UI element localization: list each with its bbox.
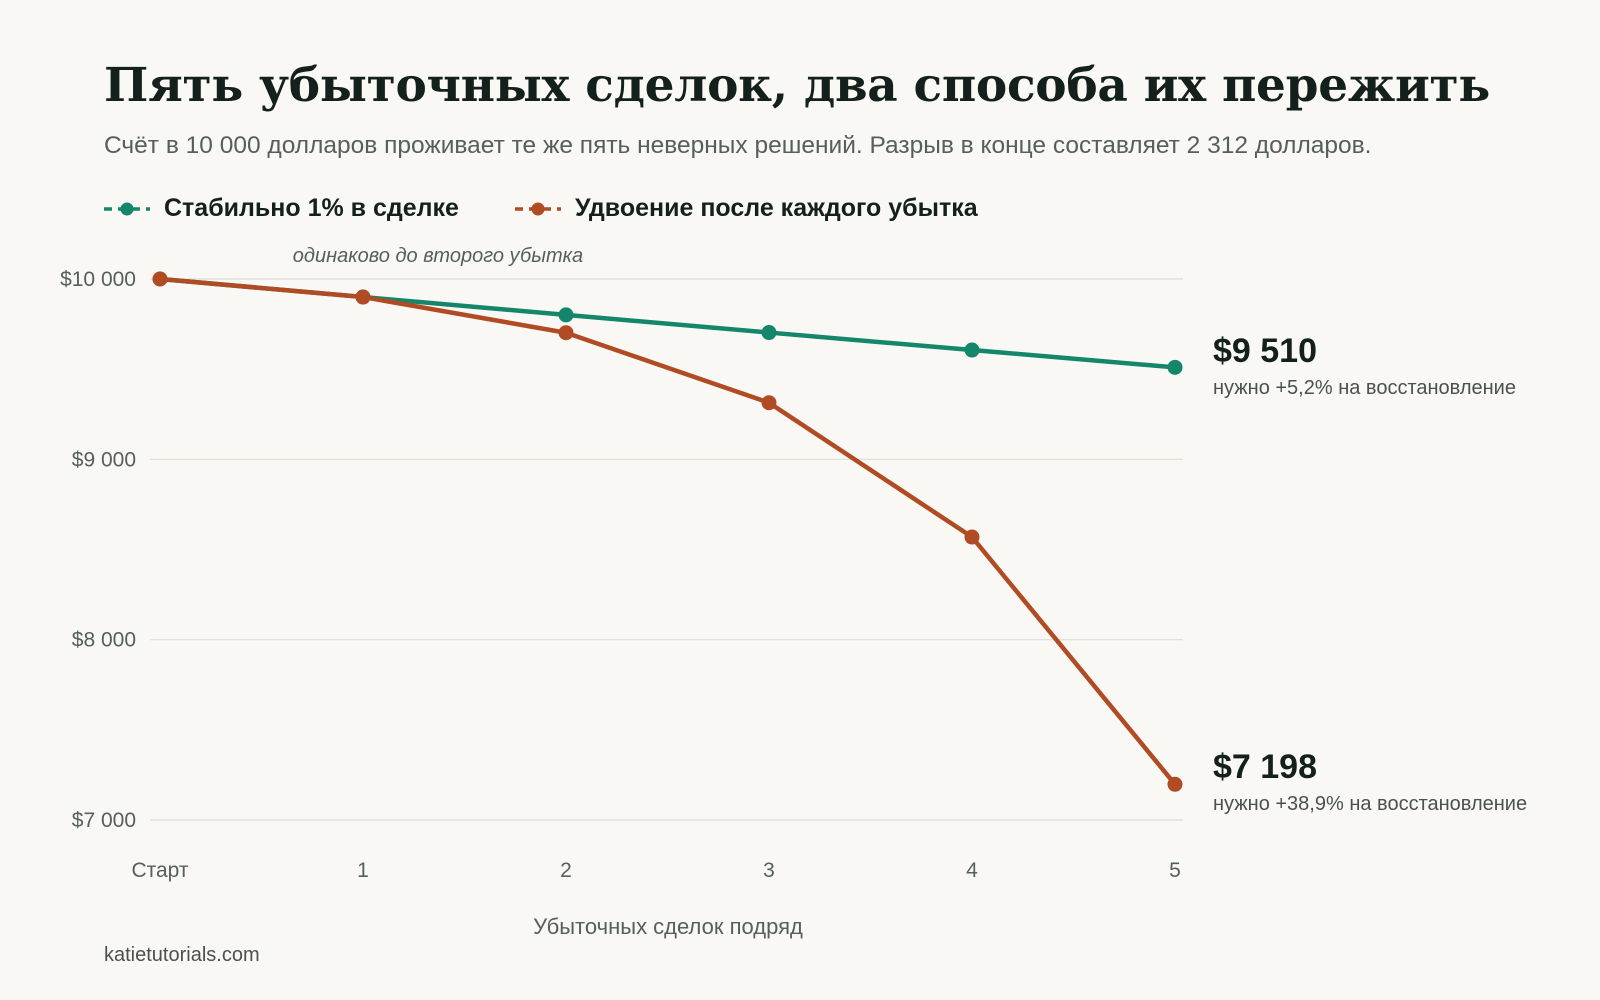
- legend-swatch-doubling: [514, 202, 561, 215]
- x-tick-label: 1: [357, 859, 369, 882]
- data-point: [964, 529, 980, 545]
- chart-title: Пять убыточных сделок, два способа их пе…: [104, 58, 1490, 113]
- data-point: [761, 395, 777, 411]
- y-tick-label: $10 000: [60, 268, 136, 291]
- data-point: [1167, 776, 1183, 792]
- data-point: [1167, 359, 1183, 375]
- series-lines: [152, 271, 1183, 792]
- legend-label-doubling: Удвоение после каждого убытка: [574, 194, 978, 222]
- data-point: [558, 325, 574, 341]
- x-tick-label: 4: [966, 859, 978, 882]
- end-recovery-note: нужно +38,9% на восстановление: [1213, 793, 1527, 815]
- series-line: [157, 276, 1178, 787]
- series-doubling: [152, 271, 1183, 792]
- series-steady: [152, 271, 1183, 375]
- x-tick-label: Старт: [131, 859, 188, 882]
- legend-item-steady: Стабильно 1% в сделке: [104, 194, 459, 223]
- x-axis-ticks: Старт 1 2 3 4 5: [131, 859, 1180, 882]
- y-axis-ticks: $10 000 $9 000 $8 000 $7 000: [60, 268, 136, 832]
- data-point: [152, 271, 168, 287]
- source-credit: katietutorials.com: [104, 944, 260, 966]
- legend-item-doubling: Удвоение после каждого убытка: [514, 194, 978, 223]
- legend: Стабильно 1% в сделке Удвоение после каж…: [104, 194, 978, 223]
- end-labels: $9 510 нужно +5,2% на восстановление $7 19…: [1213, 332, 1527, 815]
- end-value-label: $9 510: [1213, 332, 1317, 370]
- chart-subtitle: Счёт в 10 000 долларов проживает те же п…: [104, 132, 1372, 159]
- x-axis-title: Убыточных сделок подряд: [533, 914, 803, 939]
- grid-lines: [150, 278, 1183, 821]
- end-recovery-note: нужно +5,2% на восстановление: [1213, 377, 1516, 399]
- legend-label-steady: Стабильно 1% в сделке: [164, 194, 459, 222]
- y-tick-label: $9 000: [72, 448, 136, 471]
- end-value-label: $7 198: [1213, 748, 1317, 786]
- data-point: [761, 325, 777, 341]
- data-point: [964, 342, 980, 358]
- data-point: [558, 307, 574, 323]
- y-tick-label: $7 000: [72, 809, 136, 832]
- annotation-same-until-second-loss: одинаково до второго убытка: [293, 245, 583, 267]
- y-tick-label: $8 000: [72, 629, 136, 652]
- x-tick-label: 3: [763, 859, 775, 882]
- legend-swatch-steady: [104, 202, 150, 215]
- x-tick-label: 5: [1169, 859, 1181, 882]
- data-point: [355, 289, 371, 305]
- x-tick-label: 2: [560, 859, 572, 882]
